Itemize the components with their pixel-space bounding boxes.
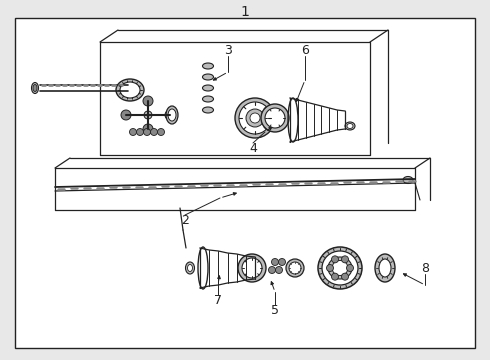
Ellipse shape [332,261,348,275]
Ellipse shape [261,104,289,132]
Ellipse shape [318,247,362,289]
Text: 8: 8 [421,261,429,274]
Ellipse shape [238,254,266,282]
Ellipse shape [246,109,264,127]
Circle shape [278,258,286,266]
Ellipse shape [168,109,176,121]
Circle shape [342,273,348,280]
Ellipse shape [328,257,352,279]
Circle shape [332,273,339,280]
Circle shape [129,129,137,135]
Text: 1: 1 [241,5,249,19]
Ellipse shape [166,106,178,124]
Ellipse shape [345,122,355,130]
Ellipse shape [120,82,140,98]
Circle shape [144,111,152,119]
Circle shape [165,110,175,120]
Circle shape [137,129,144,135]
Ellipse shape [379,259,391,277]
Circle shape [346,265,353,271]
Ellipse shape [202,74,214,80]
Circle shape [144,129,150,135]
Circle shape [326,265,334,271]
Circle shape [143,96,153,106]
Text: 6: 6 [301,44,309,57]
Text: 7: 7 [214,293,222,306]
Circle shape [121,110,131,120]
Ellipse shape [286,259,304,277]
Circle shape [342,256,348,263]
Circle shape [269,266,275,274]
Ellipse shape [202,96,214,102]
Ellipse shape [242,258,262,278]
Ellipse shape [239,102,271,134]
Ellipse shape [347,123,353,129]
Ellipse shape [202,85,214,91]
Circle shape [143,124,153,134]
Ellipse shape [322,251,358,285]
Text: 4: 4 [249,141,257,154]
Ellipse shape [235,98,275,138]
Circle shape [157,129,165,135]
Ellipse shape [265,108,285,128]
Ellipse shape [202,63,214,69]
Circle shape [271,258,278,266]
Ellipse shape [202,107,214,113]
Ellipse shape [31,82,39,94]
Circle shape [150,129,157,135]
Text: 2: 2 [181,213,189,226]
Ellipse shape [375,254,395,282]
Ellipse shape [188,265,193,271]
Text: 5: 5 [271,303,279,316]
Text: 3: 3 [224,44,232,57]
Circle shape [332,256,339,263]
Ellipse shape [33,85,37,91]
Ellipse shape [250,113,260,123]
Ellipse shape [116,79,144,101]
Circle shape [275,266,283,274]
Ellipse shape [403,176,413,184]
Ellipse shape [289,262,301,274]
Ellipse shape [186,262,195,274]
